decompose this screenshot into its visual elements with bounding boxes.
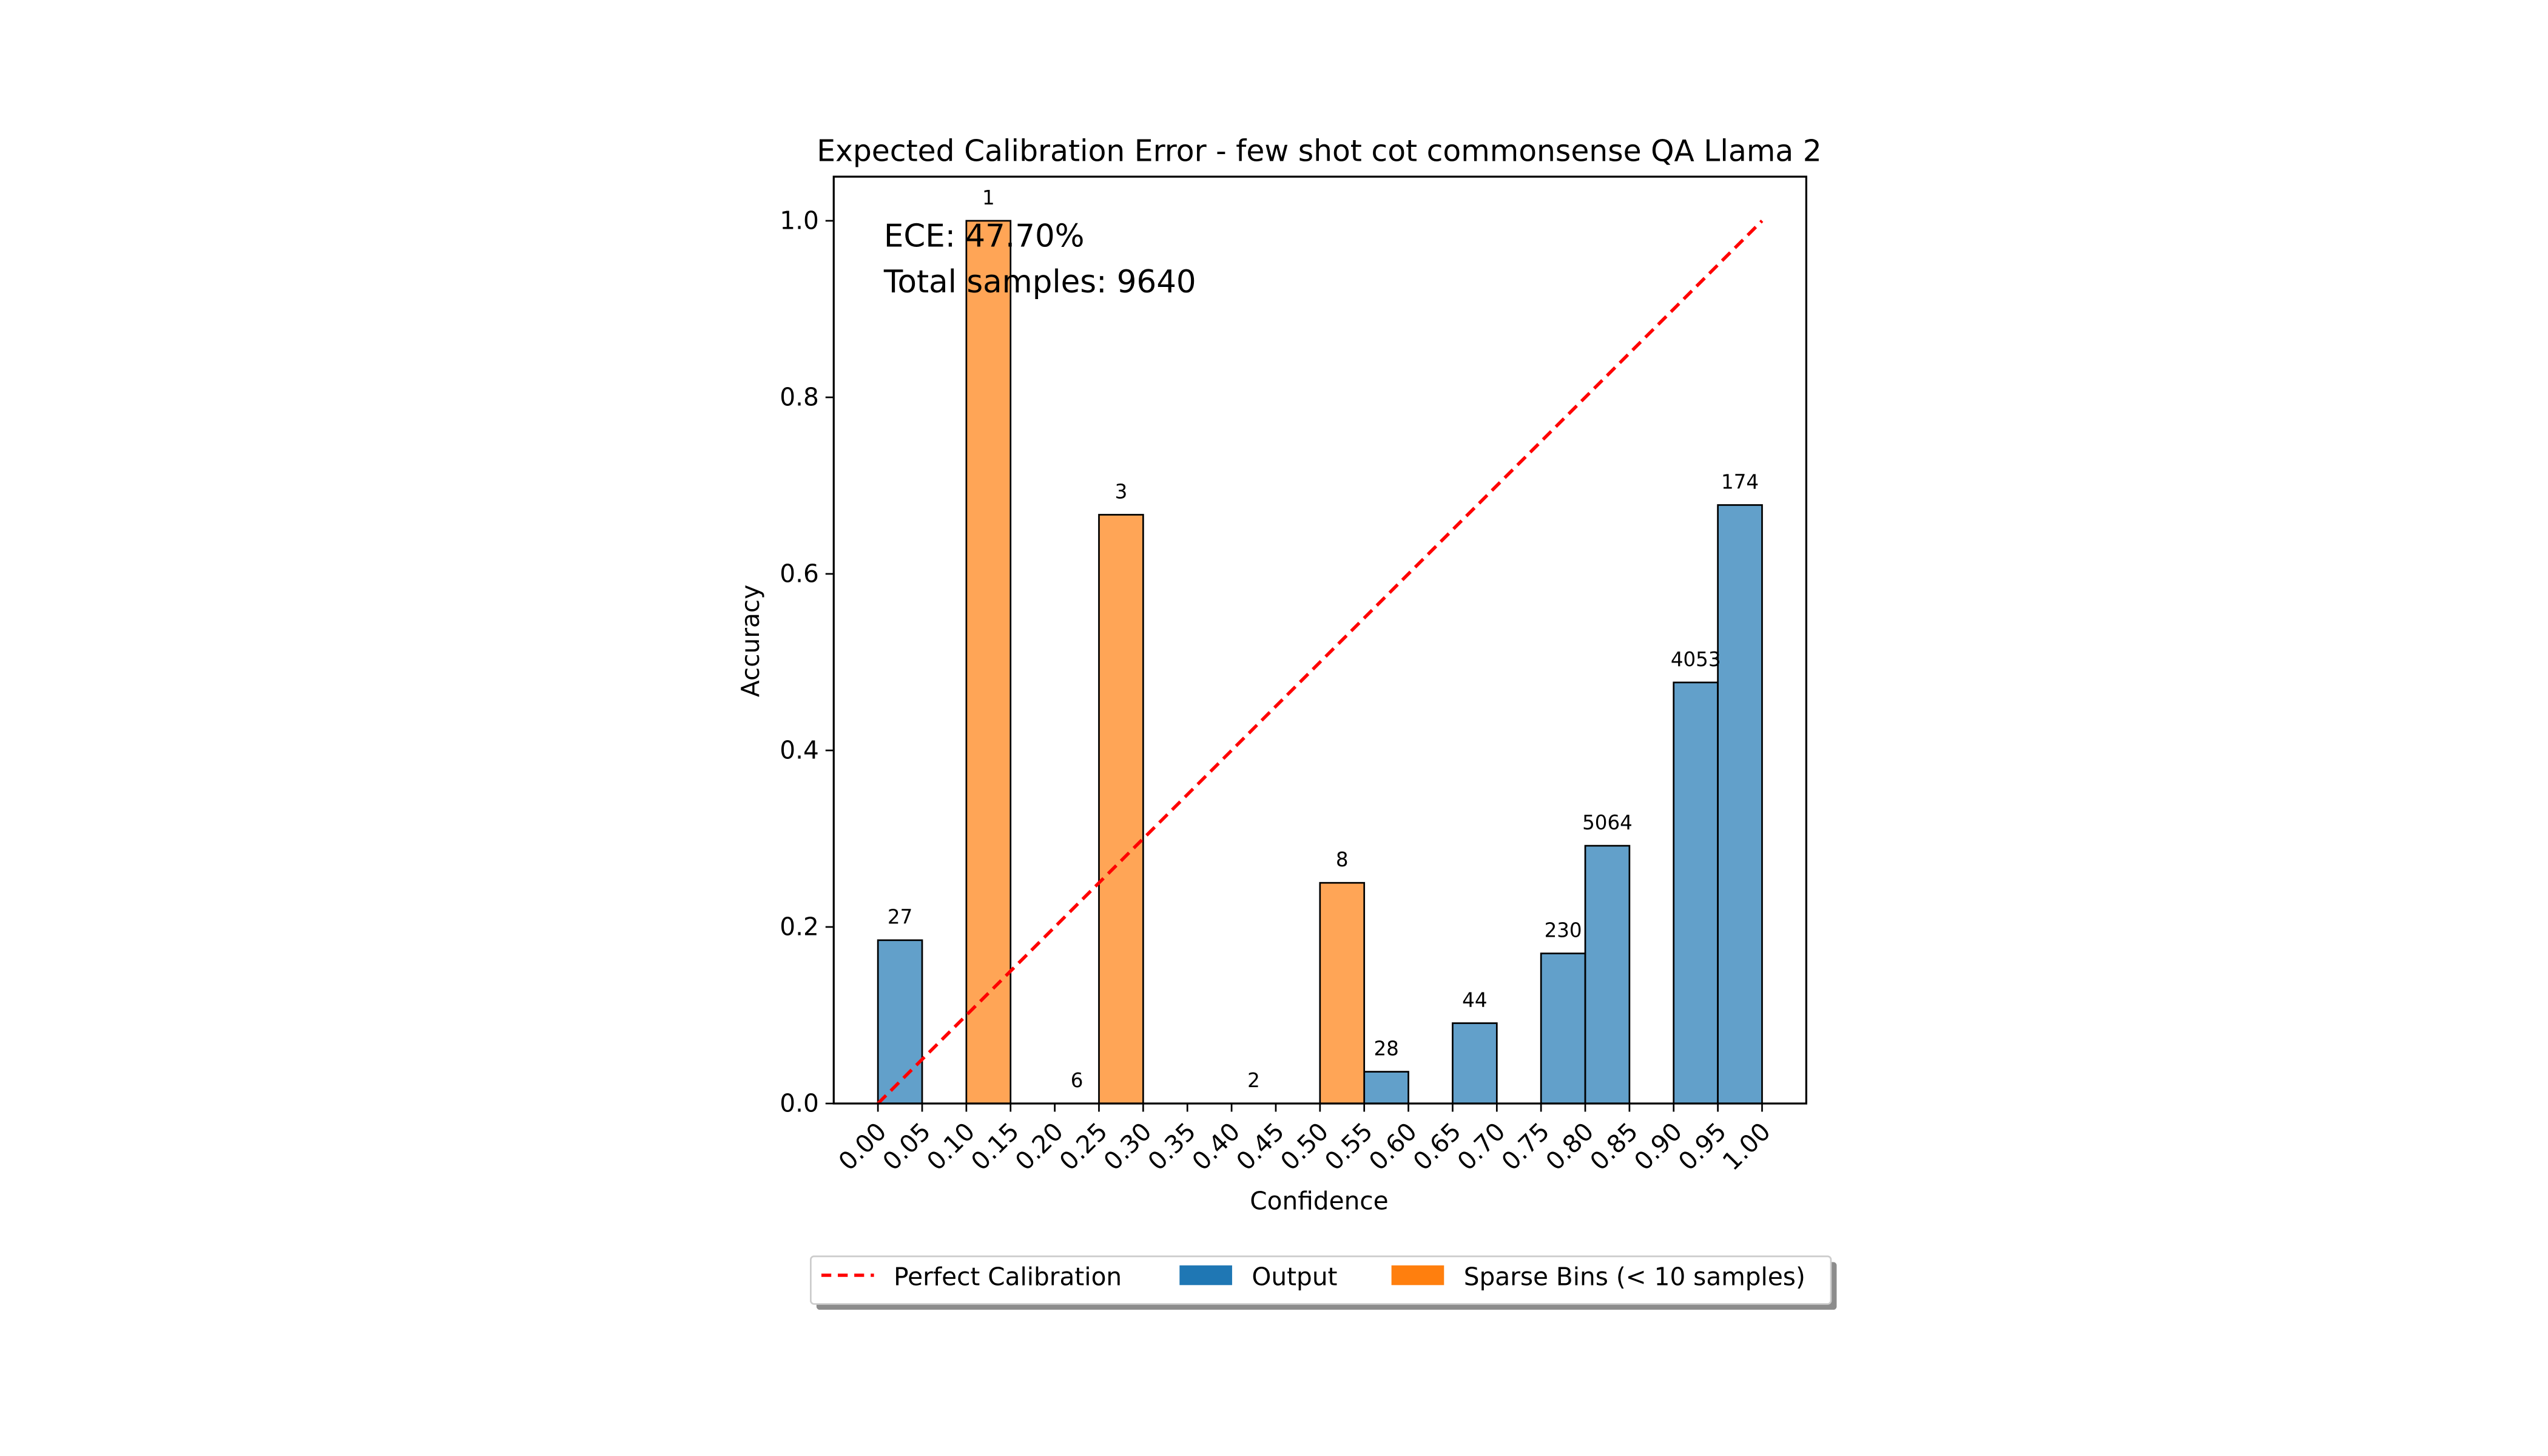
bar-sparse-bins-10-samples [1319, 881, 1366, 1105]
y-tick-label: 0.6 [780, 559, 819, 588]
bar-count-label: 44 [1462, 988, 1487, 1011]
legend-sparse-swatch [1391, 1265, 1444, 1286]
chart-title: Expected Calibration Error - few shot co… [817, 134, 1821, 168]
bar-count-label: 230 [1545, 919, 1582, 942]
bar-output [1584, 844, 1631, 1105]
legend-perfect-calibration-label: Perfect Calibration [894, 1262, 1122, 1291]
bar-count-label: 4053 [1671, 648, 1721, 671]
ece-annotation: ECE: 47.70% [884, 218, 1085, 254]
legend-box [810, 1255, 1832, 1305]
y-tick-label: 0.2 [780, 912, 819, 941]
bar-output [877, 939, 923, 1105]
x-tick-label: 0.45 [1230, 1117, 1290, 1176]
bar-count-label: 27 [888, 906, 912, 929]
x-tick-label: 0.20 [1009, 1117, 1069, 1176]
x-tick-label: 0.90 [1628, 1117, 1688, 1176]
bars-layer [877, 220, 1763, 1105]
bar-count-label: 2 [1247, 1069, 1260, 1092]
x-tick-label: 0.85 [1584, 1117, 1643, 1176]
bar-sparse-bins-10-samples [965, 220, 1012, 1105]
x-axis-label: Confidence [1250, 1187, 1388, 1216]
legend-sparse-label: Sparse Bins (< 10 samples) [1464, 1262, 1805, 1291]
y-axis-label: Accuracy [736, 585, 765, 697]
bar-output [1717, 504, 1763, 1105]
calibration-line-layer [877, 220, 1764, 1105]
x-tick-label: 0.30 [1098, 1117, 1158, 1176]
bar-count-label: 6 [1071, 1069, 1084, 1092]
x-ticks: 0.000.050.100.150.200.250.300.350.400.45… [833, 1103, 1776, 1176]
bar-output [1452, 1022, 1498, 1105]
x-tick-label: 0.70 [1452, 1117, 1511, 1176]
x-tick-label: 0.25 [1054, 1117, 1113, 1176]
x-tick-label: 0.35 [1142, 1117, 1202, 1176]
bar-count-label: 3 [1115, 480, 1128, 503]
y-tick-label: 0.0 [780, 1088, 819, 1117]
bar-count-label: 8 [1336, 848, 1349, 871]
x-tick-label: 0.55 [1319, 1117, 1378, 1176]
x-tick-label: 0.50 [1275, 1117, 1334, 1176]
total-samples-annotation: Total samples: 9640 [883, 264, 1196, 300]
y-tick-label: 0.4 [780, 735, 819, 764]
x-tick-label: 0.95 [1673, 1117, 1732, 1176]
bar-count-label: 1 [982, 186, 995, 209]
y-tick-label: 0.8 [780, 382, 819, 411]
bar-count-label: 174 [1721, 470, 1759, 493]
y-tick-label: 1.0 [780, 206, 819, 235]
x-tick-label: 0.10 [921, 1117, 980, 1176]
bar-output [1363, 1071, 1409, 1105]
bar-output [1673, 681, 1719, 1105]
x-tick-label: 0.80 [1540, 1117, 1599, 1176]
x-tick-label: 0.05 [877, 1117, 936, 1176]
x-tick-label: 0.40 [1187, 1117, 1246, 1176]
x-tick-label: 0.15 [965, 1117, 1025, 1176]
x-tick-label: 0.00 [833, 1117, 892, 1176]
x-tick-label: 0.60 [1363, 1117, 1423, 1176]
bar-count-label: 5064 [1582, 811, 1633, 834]
bar-count-label: 28 [1373, 1037, 1398, 1060]
x-tick-label: 0.75 [1496, 1117, 1555, 1176]
legend-output-swatch [1179, 1265, 1232, 1286]
legend: Perfect Calibration Output Sparse Bins (… [810, 1255, 1837, 1310]
bar-output [1540, 952, 1586, 1105]
bar-sparse-bins-10-samples [1098, 514, 1144, 1105]
perfect-calibration-line [877, 220, 1764, 1105]
legend-output-label: Output [1252, 1262, 1337, 1291]
x-tick-label: 0.65 [1407, 1117, 1467, 1176]
x-tick-label: 1.00 [1717, 1117, 1776, 1176]
y-ticks: 0.0 0.2 0.4 0.6 0.8 1.0 [780, 206, 834, 1118]
